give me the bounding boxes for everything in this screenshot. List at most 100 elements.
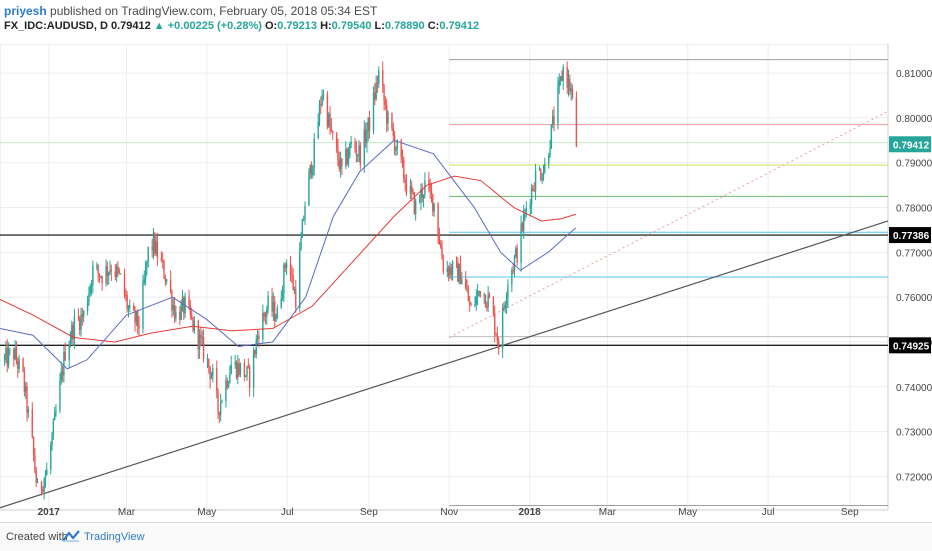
candle-body xyxy=(367,117,369,132)
candle-body xyxy=(428,180,430,184)
candle-body xyxy=(486,307,488,309)
candle-body xyxy=(455,261,458,263)
candle-body xyxy=(275,318,277,321)
price-label-box xyxy=(889,136,931,153)
candle-body xyxy=(61,371,64,376)
candle-body xyxy=(466,288,468,291)
candle-body xyxy=(494,313,496,334)
chart-header: priyesh published on TradingView.com, Fe… xyxy=(0,0,932,44)
candle-body xyxy=(221,401,223,403)
x-tick-label: Sep xyxy=(841,507,859,518)
candle-body xyxy=(7,349,10,366)
high-label: H: xyxy=(320,20,332,32)
candle-body xyxy=(46,469,48,476)
x-tick-label: Jul xyxy=(762,507,775,518)
symbol-label[interactable]: FX_IDC:AUDUSD, D xyxy=(4,20,108,32)
candle-body xyxy=(516,248,518,263)
candle-body xyxy=(201,336,203,338)
candle-body xyxy=(449,266,451,276)
candle-body xyxy=(521,223,524,231)
candle-body xyxy=(300,237,302,251)
candle-body xyxy=(68,345,70,361)
candle-body xyxy=(142,282,144,329)
y-tick-label: 0.72000 xyxy=(896,472,932,483)
candle-body xyxy=(64,351,66,361)
candle-body xyxy=(266,309,268,317)
candle-body xyxy=(339,158,342,170)
candle-body xyxy=(503,307,505,309)
candle-body xyxy=(143,279,145,283)
candle-body xyxy=(392,128,394,136)
change-value: +0.00225 (+0.28%) xyxy=(167,20,262,32)
candle-body xyxy=(238,363,240,375)
candle-body xyxy=(538,169,541,171)
candle-body xyxy=(542,172,545,179)
candle-body xyxy=(358,145,360,156)
candle-body xyxy=(507,284,509,299)
y-tick-label: 0.77000 xyxy=(896,248,932,259)
candle-body xyxy=(475,296,477,305)
candle-body xyxy=(476,291,479,297)
candle-body xyxy=(100,276,102,278)
x-tick-label: 2017 xyxy=(38,507,61,518)
candle-body xyxy=(496,335,499,341)
candle-body xyxy=(366,131,368,144)
x-tick-label: Mar xyxy=(599,507,617,518)
candle-body xyxy=(515,248,517,257)
tradingview-brand[interactable]: TradingView xyxy=(84,531,145,543)
candle-body xyxy=(144,266,147,280)
candle-body xyxy=(355,150,358,156)
candle-body xyxy=(359,145,362,165)
candle-body xyxy=(24,386,27,392)
candle-body xyxy=(107,272,110,276)
candle-body xyxy=(541,178,543,180)
candle-body xyxy=(346,149,348,164)
candle-body xyxy=(188,296,190,306)
x-tick-label: Mar xyxy=(118,507,136,518)
candle-body xyxy=(117,266,119,271)
y-tick-label: 0.79000 xyxy=(896,159,932,170)
candle-body xyxy=(90,285,93,287)
candle-body xyxy=(218,411,221,415)
candle-body xyxy=(27,409,30,413)
open-label: O: xyxy=(265,20,278,32)
candle-body xyxy=(487,294,489,308)
candle-body xyxy=(234,361,236,365)
candle-body xyxy=(569,78,571,92)
candle-body xyxy=(437,203,439,237)
candle-body xyxy=(400,139,402,157)
candle-body xyxy=(227,382,230,388)
candle-body xyxy=(375,82,377,99)
candle-body xyxy=(247,366,250,368)
candle-body xyxy=(43,479,45,492)
candle-body xyxy=(6,347,8,366)
candle-body xyxy=(50,445,52,470)
candle-body xyxy=(134,310,136,323)
candle-body xyxy=(285,263,288,268)
candle-body xyxy=(382,70,384,86)
candle-body xyxy=(171,291,173,310)
candle-body xyxy=(299,250,301,308)
chart-area[interactable]: 0.720000.730000.740000.750000.760000.770… xyxy=(0,44,932,520)
candle-body xyxy=(106,266,109,276)
author-link[interactable]: priyesh xyxy=(4,4,47,18)
candle-body xyxy=(497,340,500,349)
price-label-box xyxy=(889,227,931,244)
candle-body xyxy=(534,170,537,192)
candle-body xyxy=(446,267,448,272)
candle-body xyxy=(488,294,491,298)
candle-body xyxy=(304,205,306,220)
candle-body xyxy=(26,386,28,413)
candle-body xyxy=(60,371,62,380)
candle-body xyxy=(180,303,182,320)
candle-body xyxy=(412,191,414,193)
candle-body xyxy=(36,482,39,484)
candle-body xyxy=(92,265,94,286)
candle-body xyxy=(530,187,533,205)
candle-body xyxy=(271,295,273,312)
candle-body xyxy=(571,88,574,98)
price-chart[interactable]: 0.720000.730000.740000.750000.760000.770… xyxy=(0,44,932,520)
candle-body xyxy=(570,88,572,92)
candle-body xyxy=(548,155,550,164)
candle-body xyxy=(226,380,228,388)
